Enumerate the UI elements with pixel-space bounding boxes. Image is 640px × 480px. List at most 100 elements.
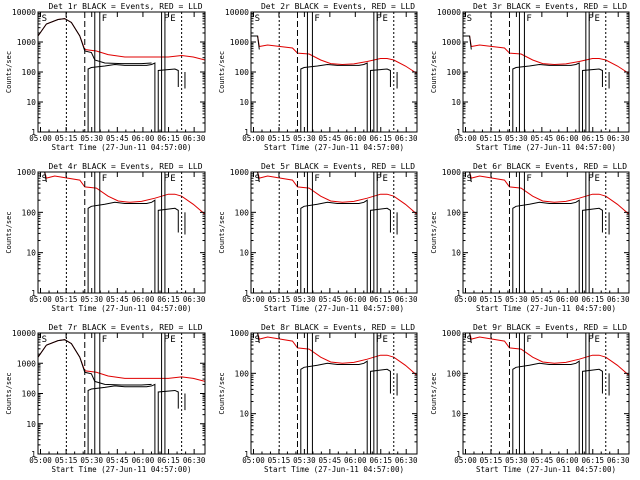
marker-label: S [467, 335, 472, 345]
plot-frame [37, 171, 206, 294]
y-tick-label: 1000 [230, 38, 249, 47]
marker-label: S [467, 14, 472, 24]
y-tick-label: 100 [22, 208, 37, 217]
y-tick-label: 1000 [442, 329, 461, 338]
marker-label: S [255, 14, 260, 24]
y-tick-label: 100 [235, 369, 250, 378]
y-tick-label: 1000 [230, 168, 249, 177]
plot-frame [462, 11, 630, 133]
marker-label: F [164, 335, 169, 345]
plot-frame [462, 171, 630, 294]
marker-label: E [594, 174, 599, 184]
events-curve-plateau [512, 199, 603, 293]
x-tick-label: 05:00 [29, 134, 52, 143]
y-tick-label: 10000 [225, 8, 249, 17]
y-tick-label: 10 [26, 249, 36, 258]
x-tick-label: 05:30 [505, 456, 528, 465]
x-tick-label: 06:00 [132, 456, 155, 465]
plot-frame [37, 11, 206, 133]
lld-curve [251, 171, 418, 215]
marker-label: F [102, 14, 107, 24]
events-curve-plateau [87, 62, 179, 132]
x-tick-label: 05:45 [531, 295, 554, 304]
y-tick-label: 1 [31, 289, 36, 298]
x-tick-label: 06:00 [556, 456, 579, 465]
marker-label: S [42, 14, 47, 24]
x-tick-label: 05:15 [268, 295, 291, 304]
events-curve-plateau [87, 199, 179, 293]
x-tick-label: 05:30 [505, 134, 528, 143]
y-axis-label: Counts/sec [218, 372, 226, 414]
marker-label: F [526, 174, 531, 184]
x-tick-label: 05:15 [268, 456, 291, 465]
x-tick-label: 05:30 [293, 134, 316, 143]
x-tick-label: 05:30 [293, 456, 316, 465]
x-axis-label: Start Time (27-Jun-11 04:57:00) [52, 143, 192, 152]
x-tick-label: 05:15 [55, 134, 78, 143]
x-tick-label: 06:30 [607, 134, 630, 143]
y-tick-label: 1000 [442, 168, 461, 177]
y-tick-label: 10 [239, 98, 249, 107]
x-axis-label: Start Time (27-Jun-11 04:57:00) [264, 143, 404, 152]
x-tick-label: 05:30 [80, 456, 103, 465]
marker-label: F [526, 14, 531, 24]
x-axis-label: Start Time (27-Jun-11 04:57:00) [476, 304, 616, 313]
y-tick-label: 1 [456, 450, 461, 459]
lld-curve [38, 171, 206, 215]
y-axis-label: Counts/sec [430, 51, 438, 93]
y-tick-label: 10 [239, 410, 249, 419]
y-tick-label: 1 [31, 128, 36, 137]
marker-label: E [382, 335, 387, 345]
plot-frame [250, 11, 418, 133]
x-tick-label: 06:00 [556, 134, 579, 143]
marker-label: F [164, 14, 169, 24]
marker-label: F [376, 174, 381, 184]
x-tick-label: 05:45 [319, 456, 342, 465]
marker-label: F [588, 335, 593, 345]
y-tick-label: 10 [451, 249, 461, 258]
y-tick-label: 1 [244, 128, 249, 137]
x-tick-label: 05:00 [242, 295, 265, 304]
y-tick-label: 1000 [17, 359, 36, 368]
x-tick-label: 05:30 [505, 295, 528, 304]
lld-curve [463, 35, 630, 74]
y-tick-label: 1 [456, 289, 461, 298]
marker-label: E [594, 14, 599, 24]
events-curve-plateau [87, 383, 179, 454]
x-tick-label: 05:30 [80, 134, 103, 143]
y-tick-label: 1 [244, 289, 249, 298]
plot-frame [462, 332, 630, 455]
plot-frame [250, 171, 418, 294]
y-axis-label: Counts/sec [5, 51, 13, 93]
x-tick-label: 05:15 [480, 456, 503, 465]
x-tick-label: 05:00 [454, 295, 477, 304]
y-tick-label: 100 [22, 68, 37, 77]
events-curve [463, 35, 472, 50]
marker-label: F [376, 335, 381, 345]
x-tick-label: 06:15 [369, 456, 392, 465]
x-tick-label: 06:30 [607, 295, 630, 304]
y-tick-label: 10 [239, 249, 249, 258]
events-curve-plateau [300, 199, 391, 293]
events-curve-plateau [512, 360, 603, 454]
y-tick-label: 100 [447, 68, 462, 77]
y-tick-label: 1 [244, 450, 249, 459]
marker-label: E [170, 174, 175, 184]
y-axis-label: Counts/sec [430, 211, 438, 253]
panel-title: Det 1r BLACK = Events, RED = LLD [48, 2, 202, 11]
panel-title: Det 8r BLACK = Events, RED = LLD [261, 323, 415, 332]
y-tick-label: 10 [26, 98, 36, 107]
panel-title: Det 6r BLACK = Events, RED = LLD [473, 162, 627, 171]
x-tick-label: 05:15 [480, 134, 503, 143]
y-axis-label: Counts/sec [218, 51, 226, 93]
lld-curve [251, 35, 418, 74]
panel-title: Det 7r BLACK = Events, RED = LLD [48, 323, 202, 332]
y-axis-label: Counts/sec [5, 211, 13, 253]
x-tick-label: 06:30 [395, 295, 418, 304]
